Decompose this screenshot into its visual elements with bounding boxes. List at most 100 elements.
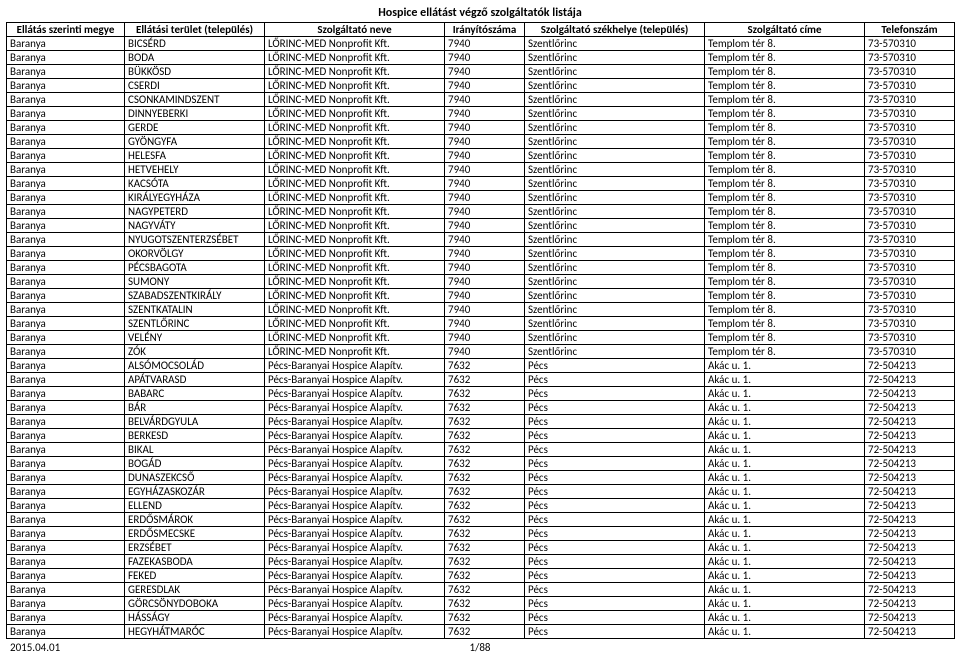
col-zip: Irányítószáma [445, 23, 525, 37]
table-cell: Templom tér 8. [705, 37, 865, 51]
table-cell: Templom tér 8. [705, 345, 865, 359]
table-cell: 7940 [445, 121, 525, 135]
table-cell: Templom tér 8. [705, 135, 865, 149]
table-cell: 73-570310 [865, 135, 955, 149]
table-cell: GÖRCSÖNYDOBOKA [125, 597, 265, 611]
table-cell: Baranya [7, 583, 125, 597]
table-cell: 7632 [445, 541, 525, 555]
table-row: BaranyaBOGÁDPécs-Baranyai Hospice Alapít… [7, 457, 955, 471]
table-body: BaranyaBICSÉRDLŐRINC-MED Nonprofit Kft.7… [7, 37, 955, 639]
table-cell: 7940 [445, 261, 525, 275]
table-cell: 7632 [445, 415, 525, 429]
table-row: BaranyaCSONKAMINDSZENTLŐRINC-MED Nonprof… [7, 93, 955, 107]
table-cell: Szentlőrinc [525, 163, 705, 177]
table-cell: FAZEKASBODA [125, 555, 265, 569]
table-cell: Baranya [7, 205, 125, 219]
provider-table: Ellátás szerinti megye Ellátási terület … [6, 22, 955, 639]
table-cell: LŐRINC-MED Nonprofit Kft. [265, 107, 445, 121]
table-cell: Pécs [525, 513, 705, 527]
table-cell: Baranya [7, 135, 125, 149]
table-cell: Pécs [525, 387, 705, 401]
table-cell: Akác u. 1. [705, 443, 865, 457]
table-cell: 7632 [445, 373, 525, 387]
table-row: BaranyaOKORVÖLGYLŐRINC-MED Nonprofit Kft… [7, 247, 955, 261]
table-cell: Pécs [525, 527, 705, 541]
table-cell: Akác u. 1. [705, 569, 865, 583]
table-cell: Baranya [7, 247, 125, 261]
table-cell: Templom tér 8. [705, 247, 865, 261]
table-cell: Pécs-Baranyai Hospice Alapítv. [265, 499, 445, 513]
table-row: BaranyaPÉCSBAGOTALŐRINC-MED Nonprofit Kf… [7, 261, 955, 275]
table-row: BaranyaNYUGOTSZENTERZSÉBETLŐRINC-MED Non… [7, 233, 955, 247]
table-row: BaranyaBABARCPécs-Baranyai Hospice Alapí… [7, 387, 955, 401]
table-row: BaranyaBÁRPécs-Baranyai Hospice Alapítv.… [7, 401, 955, 415]
table-cell: 73-570310 [865, 65, 955, 79]
table-header: Ellátás szerinti megye Ellátási terület … [7, 23, 955, 37]
table-cell: 7940 [445, 37, 525, 51]
table-cell: ERZSÉBET [125, 541, 265, 555]
table-cell: Templom tér 8. [705, 219, 865, 233]
table-cell: Szentlőrinc [525, 79, 705, 93]
table-cell: 7632 [445, 429, 525, 443]
table-cell: 73-570310 [865, 163, 955, 177]
table-cell: Pécs-Baranyai Hospice Alapítv. [265, 485, 445, 499]
table-cell: 7940 [445, 303, 525, 317]
table-cell: Akác u. 1. [705, 485, 865, 499]
table-row: BaranyaGÖRCSÖNYDOBOKAPécs-Baranyai Hospi… [7, 597, 955, 611]
table-cell: ELLEND [125, 499, 265, 513]
table-row: BaranyaBERKESDPécs-Baranyai Hospice Alap… [7, 429, 955, 443]
table-cell: 72-504213 [865, 583, 955, 597]
table-cell: Akác u. 1. [705, 541, 865, 555]
table-cell: SZENTKATALIN [125, 303, 265, 317]
table-cell: Akác u. 1. [705, 429, 865, 443]
document-page: Hospice ellátást végző szolgáltatók list… [0, 0, 960, 660]
table-cell: Akác u. 1. [705, 387, 865, 401]
table-row: BaranyaFAZEKASBODAPécs-Baranyai Hospice … [7, 555, 955, 569]
table-cell: 73-570310 [865, 247, 955, 261]
table-cell: Akác u. 1. [705, 457, 865, 471]
table-cell: Szentlőrinc [525, 121, 705, 135]
col-county: Ellátás szerinti megye [7, 23, 125, 37]
table-cell: BODA [125, 51, 265, 65]
table-cell: LŐRINC-MED Nonprofit Kft. [265, 65, 445, 79]
table-cell: Szentlőrinc [525, 303, 705, 317]
table-cell: 73-570310 [865, 289, 955, 303]
table-cell: SZENTLŐRINC [125, 317, 265, 331]
table-cell: 7940 [445, 219, 525, 233]
table-cell: 7632 [445, 457, 525, 471]
table-cell: VELÉNY [125, 331, 265, 345]
table-row: BaranyaSZABADSZENTKIRÁLYLŐRINC-MED Nonpr… [7, 289, 955, 303]
table-cell: 7632 [445, 485, 525, 499]
table-cell: LŐRINC-MED Nonprofit Kft. [265, 345, 445, 359]
table-cell: Pécs [525, 415, 705, 429]
table-row: BaranyaNAGYVÁTYLŐRINC-MED Nonprofit Kft.… [7, 219, 955, 233]
table-cell: Pécs-Baranyai Hospice Alapítv. [265, 527, 445, 541]
table-cell: Templom tér 8. [705, 289, 865, 303]
table-cell: Pécs-Baranyai Hospice Alapítv. [265, 625, 445, 639]
table-cell: LŐRINC-MED Nonprofit Kft. [265, 233, 445, 247]
table-cell: 73-570310 [865, 261, 955, 275]
table-cell: 7940 [445, 149, 525, 163]
table-cell: 7632 [445, 499, 525, 513]
table-cell: 73-570310 [865, 51, 955, 65]
footer-date: 2015.04.01 [10, 641, 60, 654]
table-cell: 73-570310 [865, 219, 955, 233]
table-cell: Pécs [525, 373, 705, 387]
table-cell: Pécs-Baranyai Hospice Alapítv. [265, 569, 445, 583]
table-cell: Pécs [525, 611, 705, 625]
table-cell: 7940 [445, 317, 525, 331]
table-cell: Akác u. 1. [705, 471, 865, 485]
table-cell: LŐRINC-MED Nonprofit Kft. [265, 247, 445, 261]
table-cell: HEGYHÁTMARÓC [125, 625, 265, 639]
table-cell: 7632 [445, 569, 525, 583]
table-row: BaranyaGYÖNGYFALŐRINC-MED Nonprofit Kft.… [7, 135, 955, 149]
table-cell: 7632 [445, 625, 525, 639]
table-cell: Baranya [7, 149, 125, 163]
table-cell: Pécs [525, 625, 705, 639]
table-cell: 73-570310 [865, 303, 955, 317]
table-cell: 73-570310 [865, 121, 955, 135]
table-cell: Templom tér 8. [705, 191, 865, 205]
table-cell: Baranya [7, 51, 125, 65]
table-cell: 7940 [445, 345, 525, 359]
table-cell: 7940 [445, 79, 525, 93]
